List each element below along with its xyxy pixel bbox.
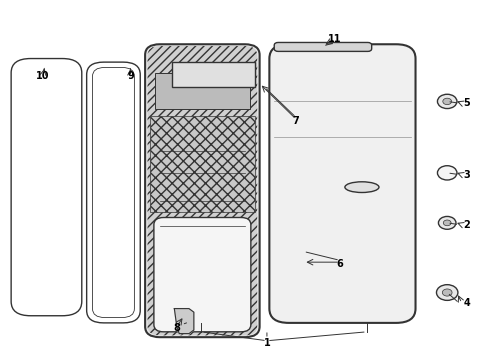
Text: 2: 2 bbox=[464, 220, 470, 230]
Text: 10: 10 bbox=[36, 71, 49, 81]
Circle shape bbox=[443, 220, 451, 226]
Text: 3: 3 bbox=[464, 170, 470, 180]
FancyBboxPatch shape bbox=[145, 44, 260, 337]
FancyBboxPatch shape bbox=[147, 46, 257, 336]
Circle shape bbox=[437, 285, 458, 300]
Circle shape bbox=[438, 94, 457, 109]
Circle shape bbox=[439, 216, 456, 229]
FancyBboxPatch shape bbox=[150, 116, 255, 212]
Circle shape bbox=[443, 98, 452, 105]
Polygon shape bbox=[174, 309, 194, 334]
Circle shape bbox=[438, 166, 457, 180]
Text: 7: 7 bbox=[293, 116, 299, 126]
FancyBboxPatch shape bbox=[155, 73, 250, 109]
Circle shape bbox=[442, 289, 452, 296]
Text: 11: 11 bbox=[328, 34, 342, 44]
FancyBboxPatch shape bbox=[154, 217, 251, 332]
FancyBboxPatch shape bbox=[172, 62, 255, 87]
Text: 5: 5 bbox=[464, 98, 470, 108]
FancyBboxPatch shape bbox=[270, 44, 416, 323]
FancyBboxPatch shape bbox=[274, 42, 372, 51]
Ellipse shape bbox=[345, 182, 379, 193]
Text: 1: 1 bbox=[264, 338, 270, 347]
Text: 6: 6 bbox=[337, 259, 343, 269]
Text: 8: 8 bbox=[173, 323, 180, 333]
Text: 9: 9 bbox=[127, 71, 134, 81]
Text: 4: 4 bbox=[464, 298, 470, 308]
